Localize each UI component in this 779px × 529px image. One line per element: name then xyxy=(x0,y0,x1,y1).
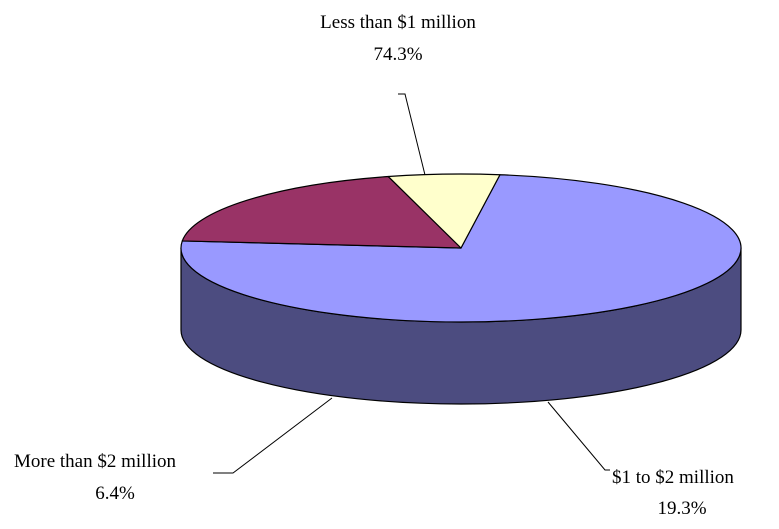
leader-lines xyxy=(213,93,610,474)
slice-value-less-than-1m: 74.3% xyxy=(373,44,422,65)
slice-top-more-than-2-million xyxy=(387,173,501,249)
slice-label-more-than-2m: More than $2 million xyxy=(14,451,177,472)
slice-value-more-than-2m: 6.4% xyxy=(95,483,135,504)
leader-1-to-2m xyxy=(547,401,610,471)
slice-top-1-to-2-million xyxy=(181,175,462,249)
slice-value-1-to-2m: 19.3% xyxy=(657,498,706,519)
slice-label-less-than-1m: Less than $1 million xyxy=(320,12,476,33)
slice-label-1-to-2m: $1 to $2 million xyxy=(612,467,734,488)
leader-more-than-2m xyxy=(213,397,333,474)
leader-less-than-1m xyxy=(398,93,426,176)
pie-tops xyxy=(180,173,742,323)
